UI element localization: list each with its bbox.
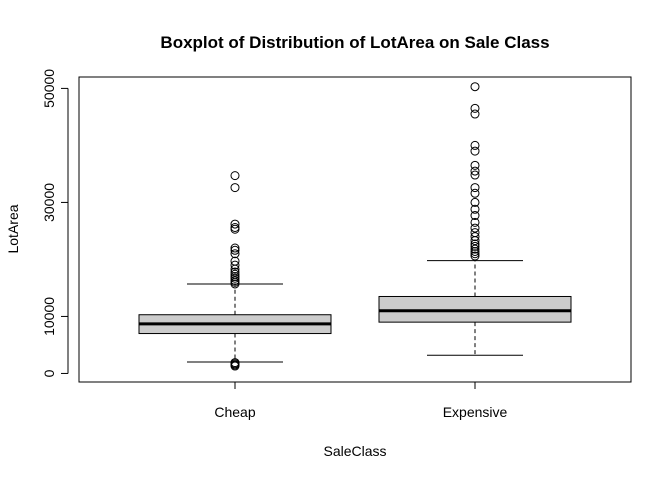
outlier-point: [230, 269, 240, 279]
y-tick-label: 10000: [41, 297, 57, 336]
outlier-point: [470, 244, 480, 254]
outlier-point: [230, 267, 240, 277]
outlier-point: [230, 219, 240, 229]
outlier-point: [470, 188, 480, 198]
outlier-point: [470, 183, 480, 193]
outlier-point: [470, 223, 480, 233]
y-tick-label: 50000: [41, 69, 57, 108]
outlier-point: [470, 251, 480, 261]
x-tick-label: Expensive: [443, 404, 508, 420]
outlier-point: [230, 223, 240, 233]
outlier-point: [230, 171, 240, 181]
outlier-point: [230, 276, 240, 286]
outlier-point: [470, 239, 480, 249]
outlier-point: [230, 249, 240, 259]
outlier-point: [470, 241, 480, 251]
box-cheap: [138, 171, 332, 371]
outlier-point: [470, 228, 480, 238]
outlier-point: [230, 183, 240, 193]
outlier-point: [230, 260, 240, 270]
outlier-point: [230, 358, 240, 368]
boxes-group: [138, 82, 572, 371]
outlier-point: [470, 197, 480, 207]
outlier-point: [230, 243, 240, 253]
outlier-point: [470, 211, 480, 221]
outlier-point: [470, 103, 480, 113]
outlier-point: [230, 256, 240, 266]
outlier-point: [470, 140, 480, 150]
box-expensive: [378, 82, 572, 356]
x-tick-label: Cheap: [214, 404, 255, 420]
outlier-point: [230, 272, 240, 282]
y-axis: 0 10000 30000 50000: [41, 69, 69, 377]
outlier-point: [470, 232, 480, 242]
x-axis-label: SaleClass: [323, 443, 386, 459]
outlier-point: [470, 166, 480, 176]
outlier-point: [470, 82, 480, 92]
x-axis: Cheap Expensive: [214, 381, 508, 420]
outlier-point: [470, 204, 480, 214]
outlier-point: [470, 146, 480, 156]
y-axis-label: LotArea: [5, 204, 21, 253]
y-tick-label: 30000: [41, 183, 57, 222]
y-tick-label: 0: [41, 369, 57, 377]
outlier-point: [470, 246, 480, 256]
outlier-point: [470, 170, 480, 180]
outlier-point: [230, 245, 240, 255]
outlier-point: [470, 109, 480, 119]
outlier-point: [470, 249, 480, 259]
plot-frame: [78, 76, 632, 383]
outlier-point: [470, 160, 480, 170]
outlier-point: [470, 217, 480, 227]
chart-title: Boxplot of Distribution of LotArea on Sa…: [160, 33, 549, 52]
